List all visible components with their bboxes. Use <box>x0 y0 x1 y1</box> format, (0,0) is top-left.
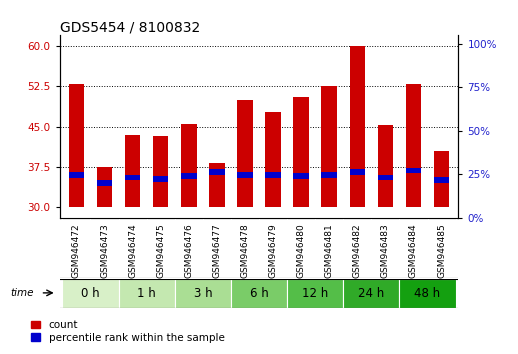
Text: GSM946479: GSM946479 <box>268 223 278 278</box>
Text: GSM946474: GSM946474 <box>128 223 137 278</box>
Bar <box>322 86 337 207</box>
Bar <box>181 124 196 207</box>
Bar <box>237 100 253 207</box>
Bar <box>406 167 421 173</box>
Bar <box>343 279 399 308</box>
Text: 12 h: 12 h <box>302 287 328 300</box>
Legend: count, percentile rank within the sample: count, percentile rank within the sample <box>31 320 225 343</box>
Text: GSM946478: GSM946478 <box>240 223 250 278</box>
Text: 3 h: 3 h <box>194 287 212 300</box>
Bar <box>62 279 119 308</box>
Bar <box>97 180 112 186</box>
Bar <box>119 279 175 308</box>
Bar <box>265 112 281 207</box>
Text: GSM946482: GSM946482 <box>353 223 362 278</box>
Bar <box>406 84 421 207</box>
Text: time: time <box>11 288 34 298</box>
Bar <box>434 151 449 207</box>
Text: GSM946480: GSM946480 <box>297 223 306 278</box>
Text: GSM946485: GSM946485 <box>437 223 446 278</box>
Bar <box>399 279 456 308</box>
Bar <box>378 125 393 207</box>
Text: 0 h: 0 h <box>81 287 100 300</box>
Bar <box>153 136 168 207</box>
Bar <box>293 97 309 207</box>
Bar <box>231 279 287 308</box>
Bar <box>434 177 449 183</box>
Text: GSM946484: GSM946484 <box>409 223 418 278</box>
Text: GSM946477: GSM946477 <box>212 223 221 278</box>
Bar <box>378 175 393 181</box>
Bar <box>322 172 337 178</box>
Text: GSM946475: GSM946475 <box>156 223 165 278</box>
Bar <box>125 135 140 207</box>
Bar <box>209 169 225 175</box>
Text: 6 h: 6 h <box>250 287 268 300</box>
Bar <box>350 169 365 175</box>
Text: GSM946476: GSM946476 <box>184 223 193 278</box>
Text: GSM946473: GSM946473 <box>100 223 109 278</box>
Bar <box>125 175 140 181</box>
Text: GSM946481: GSM946481 <box>325 223 334 278</box>
Bar <box>287 279 343 308</box>
Bar <box>69 84 84 207</box>
Bar <box>209 163 225 207</box>
Bar <box>97 167 112 207</box>
Bar <box>237 172 253 178</box>
Bar <box>265 172 281 178</box>
Bar <box>175 279 231 308</box>
Bar <box>350 46 365 207</box>
Text: 24 h: 24 h <box>358 287 384 300</box>
Bar <box>293 173 309 179</box>
Bar <box>69 172 84 178</box>
Text: 1 h: 1 h <box>137 287 156 300</box>
Bar <box>181 173 196 179</box>
Text: GSM946472: GSM946472 <box>72 223 81 278</box>
Text: GDS5454 / 8100832: GDS5454 / 8100832 <box>60 20 200 34</box>
Text: 48 h: 48 h <box>414 287 441 300</box>
Bar <box>153 176 168 182</box>
Text: GSM946483: GSM946483 <box>381 223 390 278</box>
